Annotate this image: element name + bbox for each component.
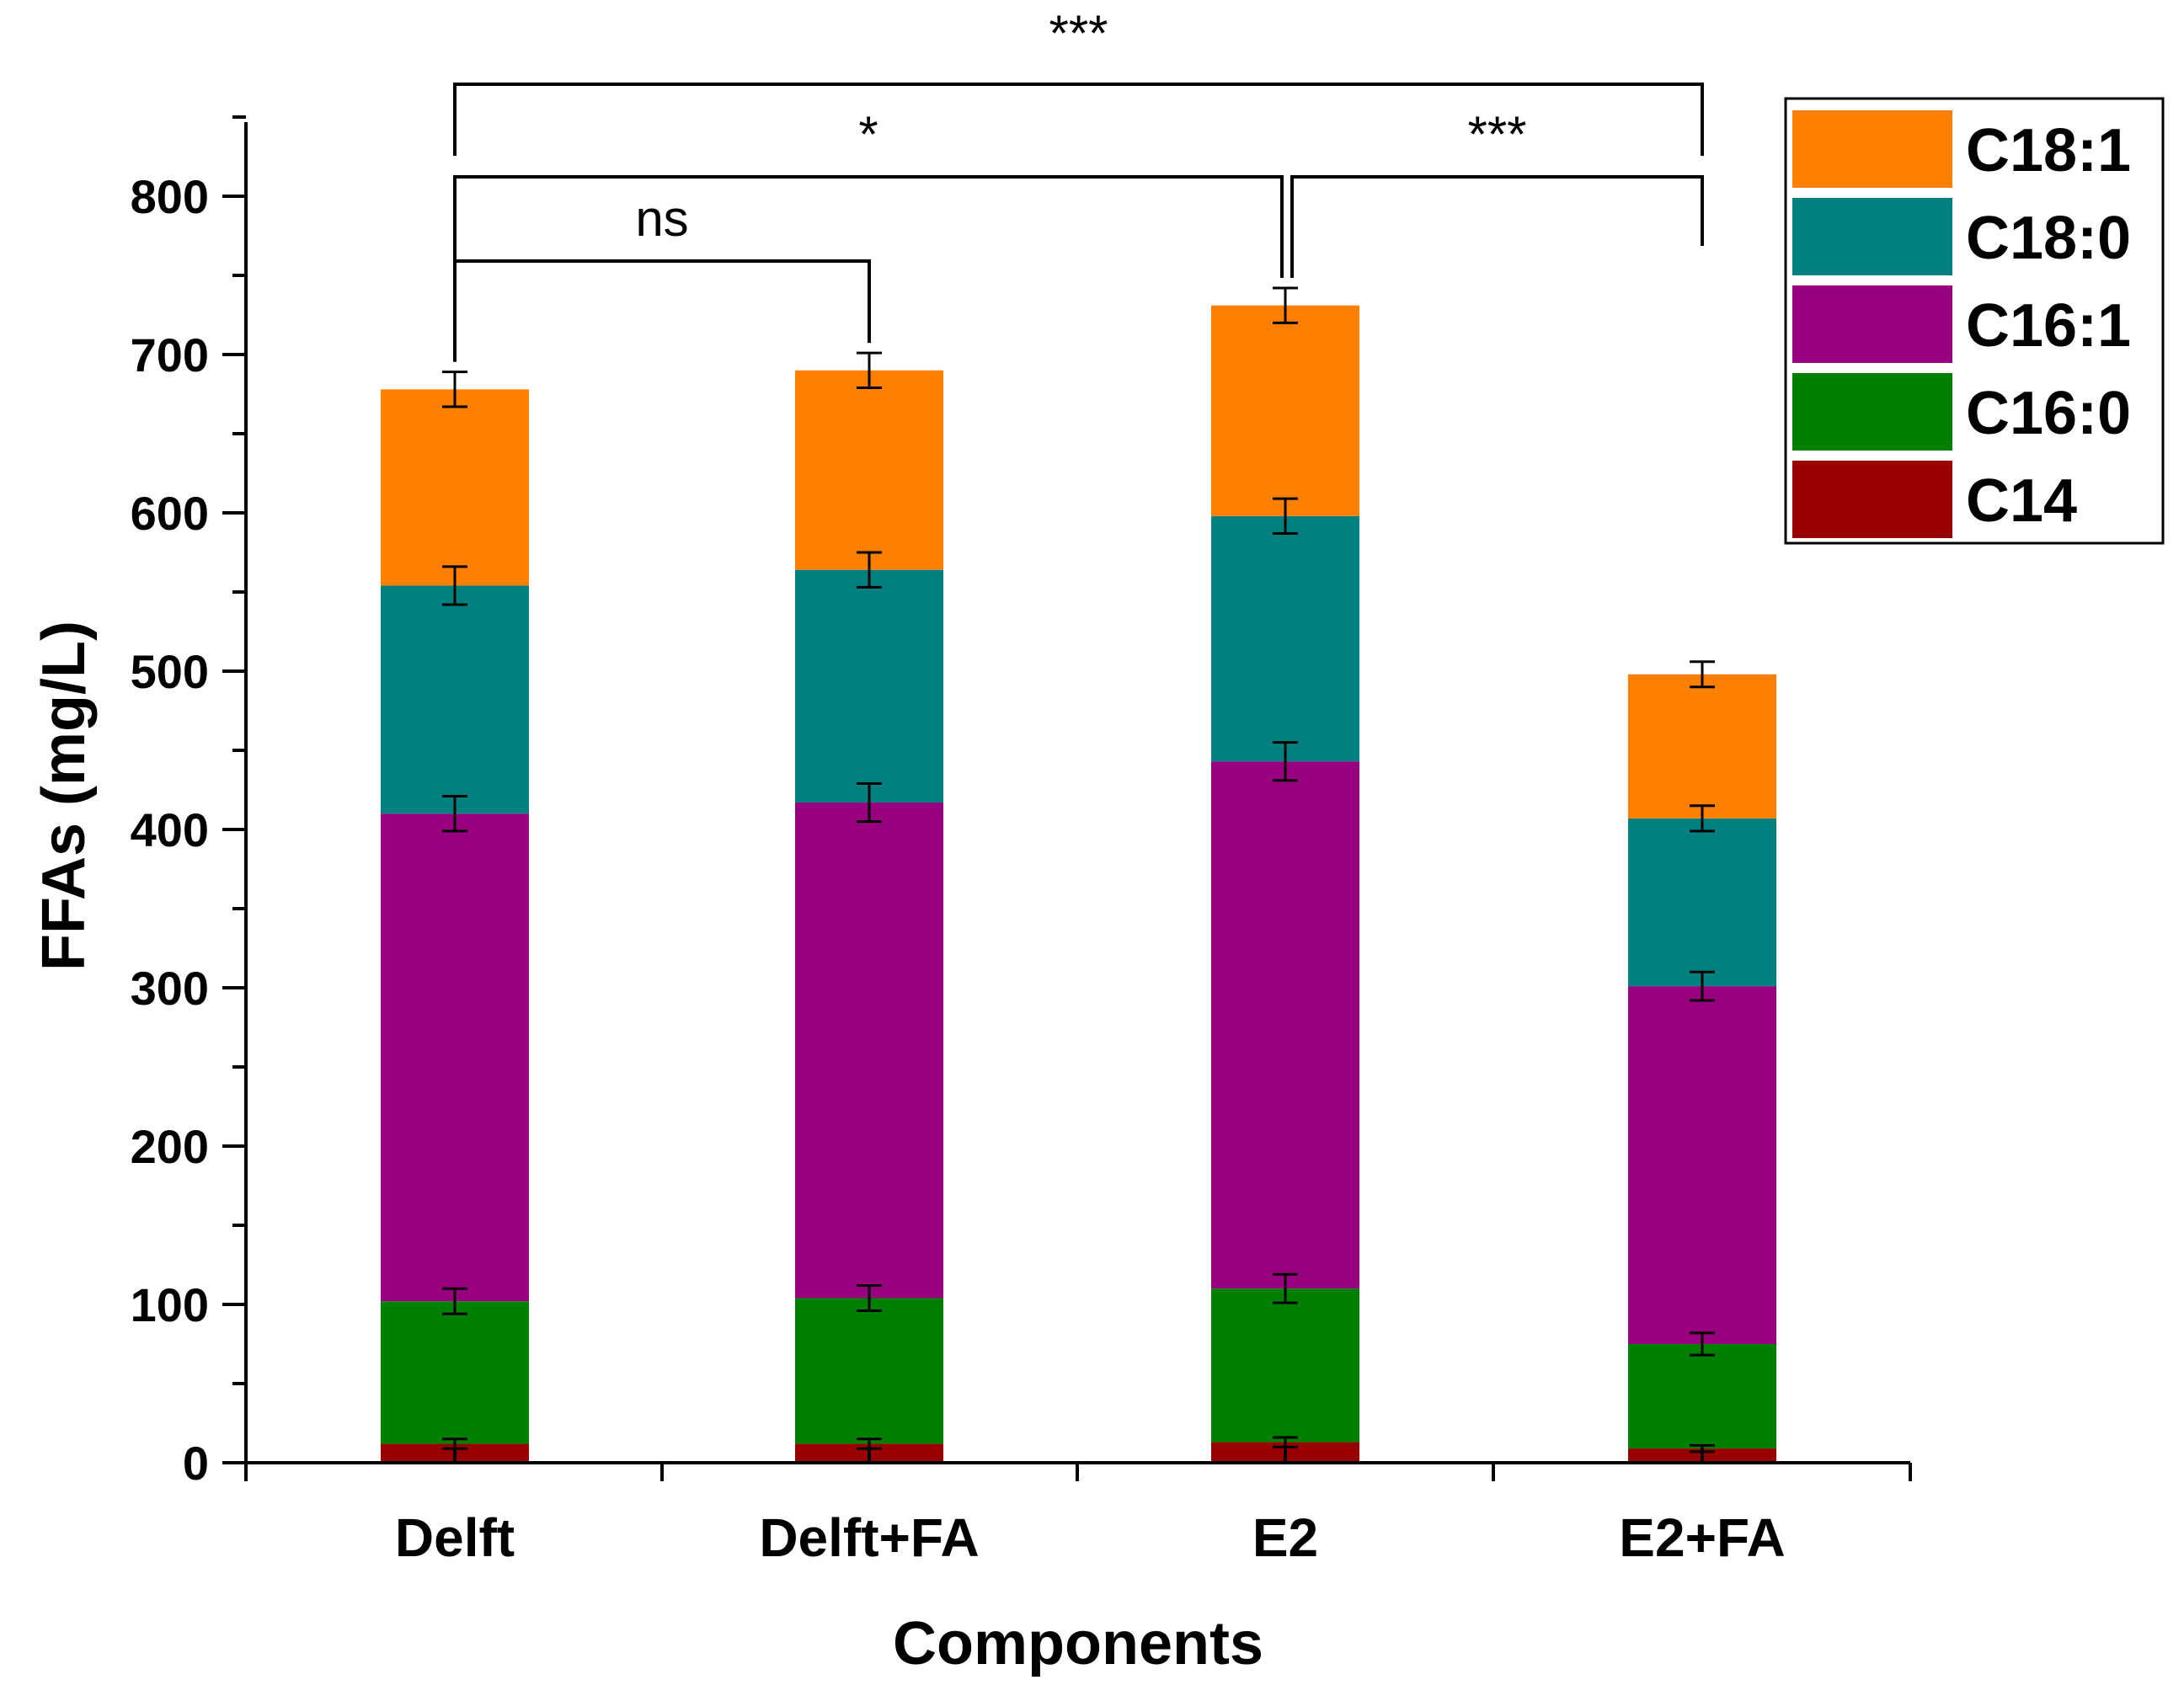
y-axis-title: FFAs (mg/L) — [30, 621, 98, 971]
bar-C18-0-E2-FA — [1628, 818, 1776, 987]
y-tick-label: 700 — [131, 328, 209, 381]
bar-C16-0-Delft — [381, 1301, 529, 1444]
x-axis-title: Components — [893, 1610, 1263, 1677]
error-bar-C16-1-Delft-FA — [857, 781, 882, 824]
error-bar-C16-0-E2-FA — [1690, 1331, 1715, 1357]
legend-swatch-C18-1 — [1792, 110, 1952, 188]
error-bar-C16-1-Delft — [442, 795, 467, 833]
bar-C16-1-E2-FA — [1628, 986, 1776, 1344]
legend-label: C18:0 — [1966, 205, 2131, 272]
error-bar-C18-1-Delft — [442, 371, 467, 408]
significance-label: * — [858, 106, 878, 163]
y-tick-label: 200 — [131, 1120, 209, 1173]
bar-C16-1-Delft — [381, 813, 529, 1302]
error-bar-C18-1-Delft-FA — [857, 351, 882, 389]
y-tick-label: 800 — [131, 170, 209, 223]
y-tick-label: 100 — [131, 1278, 209, 1331]
y-tick-label: 600 — [131, 487, 209, 540]
x-tick-label: E2 — [1252, 1507, 1318, 1568]
error-bar-C16-0-Delft-FA — [857, 1283, 882, 1313]
significance-bracket: *** — [1290, 106, 1704, 279]
error-bar-C18-0-Delft — [442, 565, 467, 606]
legend-swatch-C16-0 — [1792, 373, 1952, 451]
y-tick-label: 0 — [183, 1437, 209, 1490]
bar-C18-1-Delft — [381, 389, 529, 586]
bar-C16-1-Delft-FA — [795, 803, 943, 1299]
significance-bracket: ns — [453, 190, 871, 362]
legend-label: C14 — [1966, 467, 2077, 535]
significance-bracket: * — [453, 106, 1284, 362]
y-tick-label: 400 — [131, 803, 209, 856]
significance-label: ns — [635, 190, 688, 247]
error-bar-C18-1-E2-FA — [1690, 660, 1715, 689]
bar-C16-1-E2 — [1211, 761, 1359, 1289]
error-bar-C18-0-Delft-FA — [857, 551, 882, 589]
error-bar-C16-1-E2-FA — [1690, 970, 1715, 1002]
error-bar-C18-1-E2 — [1273, 286, 1298, 324]
error-bar-C16-1-E2 — [1273, 741, 1298, 782]
x-tick-label: Delft+FA — [759, 1507, 979, 1568]
legend-swatch-C18-0 — [1792, 198, 1952, 275]
error-bar-C16-0-Delft — [442, 1287, 467, 1315]
bar-C18-0-Delft-FA — [795, 569, 943, 803]
bar-C18-0-E2 — [1211, 515, 1359, 762]
x-tick-label: E2+FA — [1619, 1507, 1785, 1568]
error-bar-C18-0-E2-FA — [1690, 804, 1715, 833]
y-tick-label: 300 — [131, 962, 209, 1015]
legend-swatch-C16-1 — [1792, 285, 1952, 363]
error-bar-C18-0-E2 — [1273, 497, 1298, 535]
significance-label: *** — [1467, 106, 1526, 163]
bar-C16-0-E2 — [1211, 1288, 1359, 1443]
bar-C18-0-Delft — [381, 585, 529, 814]
bar-C16-0-Delft-FA — [795, 1298, 943, 1444]
bar-C18-1-E2-FA — [1628, 674, 1776, 819]
legend-label: C18:1 — [1966, 117, 2131, 184]
error-bar-C16-0-E2 — [1273, 1272, 1298, 1304]
significance-bracket: *** — [453, 5, 1704, 156]
bar-C18-1-Delft-FA — [795, 370, 943, 570]
legend-swatch-C14 — [1792, 461, 1952, 538]
legend-label: C16:1 — [1966, 292, 2131, 360]
significance-label: *** — [1049, 5, 1108, 61]
error-bar-C14-E2 — [1273, 1436, 1298, 1448]
legend-label: C16:0 — [1966, 380, 2131, 447]
bar-C16-0-E2-FA — [1628, 1344, 1776, 1449]
x-tick-label: Delft — [395, 1507, 515, 1568]
bar-C18-1-E2 — [1211, 305, 1359, 516]
y-tick-label: 500 — [131, 645, 209, 698]
